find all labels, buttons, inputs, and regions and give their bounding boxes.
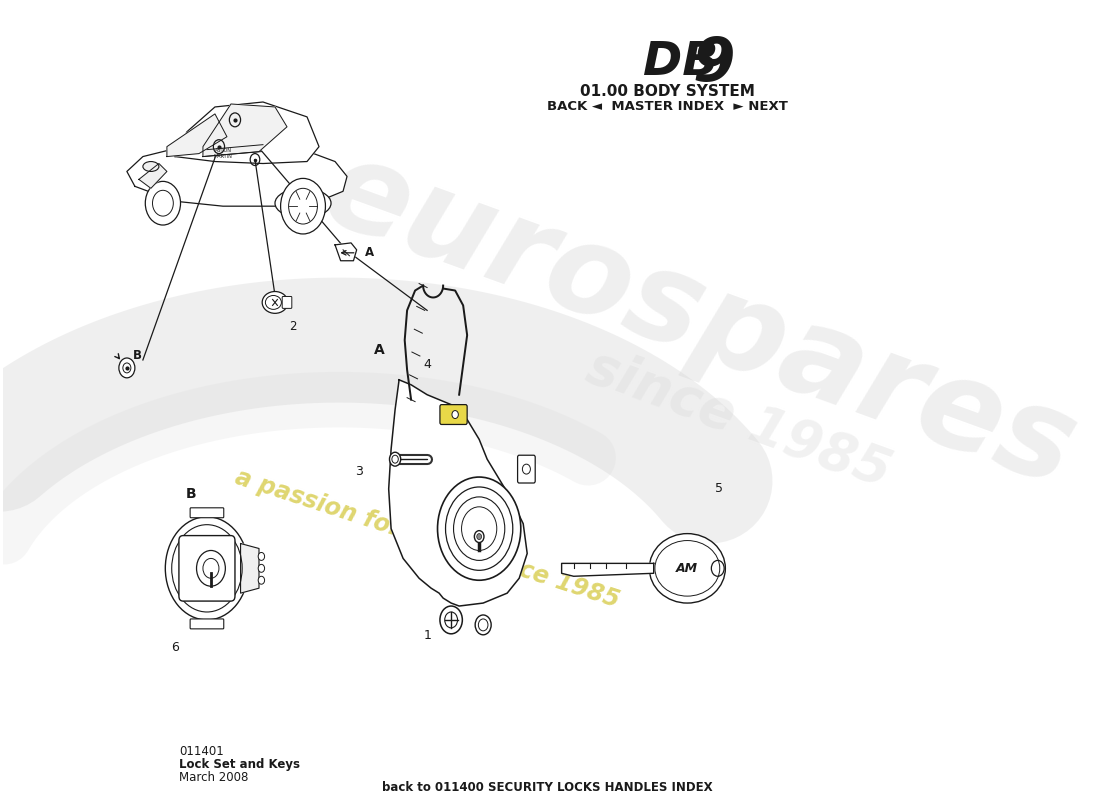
Ellipse shape	[262, 291, 288, 314]
Circle shape	[462, 507, 497, 550]
Text: A: A	[374, 343, 385, 357]
Text: 4: 4	[424, 358, 431, 371]
Circle shape	[440, 606, 462, 634]
FancyBboxPatch shape	[283, 297, 292, 308]
Polygon shape	[139, 163, 167, 188]
Circle shape	[475, 615, 492, 635]
Text: 9: 9	[693, 34, 736, 94]
FancyBboxPatch shape	[179, 535, 235, 601]
Text: A: A	[365, 246, 374, 259]
Circle shape	[453, 497, 505, 560]
Circle shape	[258, 564, 265, 572]
Ellipse shape	[649, 534, 725, 603]
Circle shape	[438, 477, 520, 580]
Text: B: B	[186, 487, 196, 501]
Polygon shape	[336, 243, 356, 261]
Polygon shape	[388, 380, 527, 606]
Text: since 1985: since 1985	[581, 341, 899, 498]
Circle shape	[258, 553, 265, 560]
Circle shape	[197, 550, 226, 586]
Ellipse shape	[143, 162, 158, 171]
Text: 2: 2	[289, 320, 297, 334]
Text: ASTON
MARTIN: ASTON MARTIN	[213, 148, 232, 159]
Polygon shape	[126, 142, 348, 206]
Polygon shape	[202, 104, 287, 157]
Text: 5: 5	[715, 482, 724, 495]
Ellipse shape	[275, 188, 331, 218]
Text: a passion for parts since 1985: a passion for parts since 1985	[232, 465, 623, 612]
Text: DB: DB	[644, 41, 718, 86]
Text: AM: AM	[676, 562, 698, 575]
Text: 01.00 BODY SYSTEM: 01.00 BODY SYSTEM	[580, 84, 755, 99]
FancyBboxPatch shape	[190, 619, 223, 629]
Circle shape	[145, 182, 180, 225]
Text: 011401: 011401	[179, 745, 223, 758]
Circle shape	[389, 452, 400, 466]
Circle shape	[165, 517, 249, 620]
FancyBboxPatch shape	[518, 455, 536, 483]
Circle shape	[446, 487, 513, 570]
Polygon shape	[175, 102, 319, 163]
Text: March 2008: March 2008	[179, 770, 249, 784]
Polygon shape	[167, 114, 227, 157]
Text: B: B	[132, 349, 142, 362]
Circle shape	[119, 358, 135, 378]
Text: 1: 1	[424, 630, 431, 642]
Text: back to 011400 SECURITY LOCKS HANDLES INDEX: back to 011400 SECURITY LOCKS HANDLES IN…	[382, 781, 713, 794]
Circle shape	[280, 178, 326, 234]
Text: 3: 3	[355, 465, 363, 478]
Polygon shape	[562, 563, 653, 576]
Text: eurospares: eurospares	[307, 128, 1091, 512]
FancyBboxPatch shape	[190, 508, 223, 518]
Text: Lock Set and Keys: Lock Set and Keys	[179, 758, 300, 771]
Polygon shape	[241, 543, 258, 593]
Circle shape	[476, 534, 482, 539]
Circle shape	[452, 410, 459, 418]
Text: BACK ◄  MASTER INDEX  ► NEXT: BACK ◄ MASTER INDEX ► NEXT	[547, 100, 788, 113]
Circle shape	[474, 530, 484, 542]
Text: 6: 6	[170, 642, 179, 654]
Circle shape	[258, 576, 265, 584]
FancyBboxPatch shape	[440, 405, 467, 425]
